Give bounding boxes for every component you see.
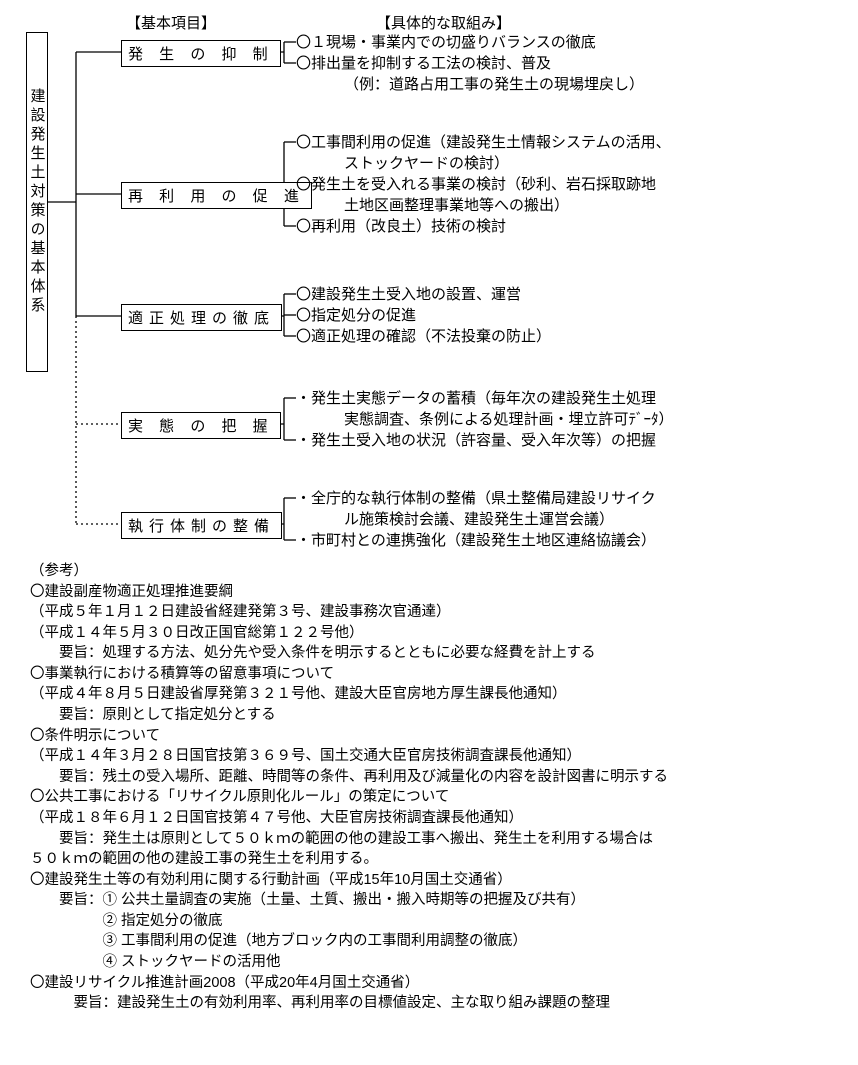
reference-line: 要旨：発生土は原則として５０ｋｍの範囲の他の建設工事へ搬出、発生土を利用する場合… <box>30 829 842 850</box>
reference-line: 要旨：処理する方法、処分先や受入条件を明示するとともに必要な経費を計上する <box>30 643 842 664</box>
detail-text: 建設発生土受入地の設置、運営 <box>311 284 834 305</box>
bullet: 〇 <box>296 326 311 347</box>
reference-line: 要旨：建設発生土の有効利用率、再利用率の目標値設定、主な取り組み課題の整理 <box>30 993 842 1014</box>
detail-text: 市町村との連携強化（建設発生土地区連絡協議会） <box>311 530 834 551</box>
detail-text: ストックヤードの検討） <box>296 153 509 174</box>
category-box: 執行体制の整備 <box>121 512 282 539</box>
detail-text: 全庁的な執行体制の整備（県土整備局建設リサイク <box>311 488 834 509</box>
reference-line: （平成５年１月１２日建設省経建発第３号、建設事務次官通達） <box>30 602 842 623</box>
detail-text: 適正処理の確認（不法投棄の防止） <box>311 326 834 347</box>
reference-line: （平成１４年３月２８日国官技第３６９号、国土交通大臣官房技術調査課長他通知） <box>30 746 842 767</box>
detail-block: 〇工事間利用の促進（建設発生土情報システムの活用、ストックヤードの検討）〇発生土… <box>296 132 834 237</box>
bullet: ・ <box>296 388 311 409</box>
reference-line: 要旨：残土の受入場所、距離、時間等の条件、再利用及び減量化の内容を設計図書に明示… <box>30 767 842 788</box>
bullet: ・ <box>296 430 311 451</box>
reference-line: （平成４年８月５日建設省厚発第３２１号他、建設大臣官房地方厚生課長他通知） <box>30 684 842 705</box>
reference-line: 〇事業執行における積算等の留意事項について <box>30 664 842 685</box>
header-basic: 【基本項目】 <box>126 12 216 33</box>
category-box: 適正処理の徹底 <box>121 304 282 331</box>
category-box: 発 生 の 抑 制 <box>121 40 281 67</box>
detail-text: 土地区画整理事業地等への搬出） <box>296 195 569 216</box>
bullet: 〇 <box>296 305 311 326</box>
root-box: 建設発生土対策の基本体系 <box>26 32 48 372</box>
category-box: 実 態 の 把 握 <box>121 412 281 439</box>
detail-block: ・発生土実態データの蓄積（毎年次の建設発生土処理実態調査、条例による処理計画・埋… <box>296 388 834 451</box>
detail-text: 発生土を受入れる事業の検討（砂利、岩石採取跡地 <box>311 174 834 195</box>
bullet: 〇 <box>296 216 311 237</box>
detail-block: 〇１現場・事業内での切盛りバランスの徹底〇排出量を抑制する工法の検討、普及（例：… <box>296 32 834 95</box>
detail-text: 排出量を抑制する工法の検討、普及 <box>311 53 834 74</box>
detail-text: １現場・事業内での切盛りバランスの徹底 <box>311 32 834 53</box>
reference-line: 〇建設副産物適正処理推進要綱 <box>30 582 842 603</box>
detail-text: 指定処分の促進 <box>311 305 834 326</box>
detail-text: （例：道路占用工事の発生土の現場埋戻し） <box>296 74 644 95</box>
reference-line: （平成１４年５月３０日改正国官総第１２２号他） <box>30 623 842 644</box>
reference-line: 〇公共工事における「リサイクル原則化ルール」の策定について <box>30 787 842 808</box>
reference-header: （参考） <box>30 561 842 582</box>
bullet: 〇 <box>296 132 311 153</box>
detail-text: 発生土実態データの蓄積（毎年次の建設発生土処理 <box>311 388 834 409</box>
detail-text: 実態調査、条例による処理計画・埋立許可ﾃﾞｰﾀ） <box>296 409 674 430</box>
reference-line: 要旨：原則として指定処分とする <box>30 705 842 726</box>
hierarchy-diagram: 【基本項目】 【具体的な取組み】 建設発生土対策の基本体系 発 生 の 抑 制〇… <box>16 12 842 557</box>
category-box: 再 利 用 の 促 進 <box>121 182 312 209</box>
detail-text: 工事間利用の促進（建設発生土情報システムの活用、 <box>311 132 834 153</box>
bullet: 〇 <box>296 53 311 74</box>
reference-line: （平成１８年６月１２日国官技第４７号他、大臣官房技術調査課長他通知） <box>30 808 842 829</box>
bullet: 〇 <box>296 32 311 53</box>
reference-line: ④ ストックヤードの活用他 <box>30 952 842 973</box>
reference-line: 〇建設発生土等の有効利用に関する行動計画（平成15年10月国土交通省） <box>30 870 842 891</box>
reference-line: 要旨：① 公共土量調査の実施（土量、土質、搬出・搬入時期等の把握及び共有） <box>30 890 842 911</box>
detail-text: ル施策検討会議、建設発生土運営会議） <box>296 509 614 530</box>
reference-line: ② 指定処分の徹底 <box>30 911 842 932</box>
reference-section: （参考） 〇建設副産物適正処理推進要綱（平成５年１月１２日建設省経建発第３号、建… <box>16 561 842 1014</box>
detail-text: 再利用（改良土）技術の検討 <box>311 216 834 237</box>
bullet: 〇 <box>296 174 311 195</box>
header-detail: 【具体的な取組み】 <box>376 12 511 33</box>
reference-line: 〇建設リサイクル推進計画2008（平成20年4月国土交通省） <box>30 973 842 994</box>
reference-line: ③ 工事間利用の促進（地方ブロック内の工事間利用調整の徹底） <box>30 931 842 952</box>
bullet: ・ <box>296 530 311 551</box>
detail-block: 〇建設発生土受入地の設置、運営〇指定処分の促進〇適正処理の確認（不法投棄の防止） <box>296 284 834 347</box>
bullet: 〇 <box>296 284 311 305</box>
bullet: ・ <box>296 488 311 509</box>
reference-line: ５０ｋｍの範囲の他の建設工事の発生土を利用する。 <box>30 849 842 870</box>
reference-line: 〇条件明示について <box>30 726 842 747</box>
detail-block: ・全庁的な執行体制の整備（県土整備局建設リサイクル施策検討会議、建設発生土運営会… <box>296 488 834 551</box>
detail-text: 発生土受入地の状況（許容量、受入年次等）の把握 <box>311 430 834 451</box>
